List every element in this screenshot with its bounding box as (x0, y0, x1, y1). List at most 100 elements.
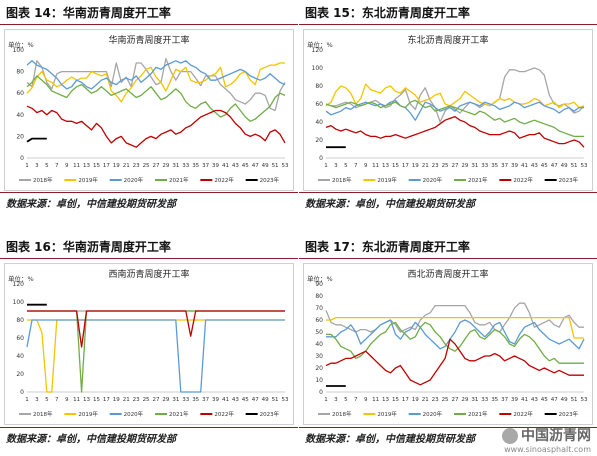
y-tick-label: 90 (315, 281, 323, 288)
x-tick-label: 35 (491, 397, 498, 403)
x-tick-label: 13 (83, 163, 90, 169)
x-tick-label: 35 (192, 397, 199, 403)
figure-14-panel: 图表 14：华南沥青周度开工率 华南沥青周度开工率 单位：% 0 20 40 60 80 10… (0, 4, 298, 216)
x-tick-label: 23 (133, 397, 140, 403)
x-tick-label: 21 (422, 163, 429, 169)
x-tick-label: 25 (442, 397, 449, 403)
x-tick-label: 3 (35, 163, 39, 169)
figure-title: 图表 14：华南沥青周度开工率 (6, 6, 171, 20)
x-tick-label: 15 (93, 397, 100, 403)
x-tick-label: 11 (73, 397, 80, 403)
chart-area: 东北沥青周度开工率 单位：% 0 20 40 60 80 100 120 1 3 5 7 9 11 13 15 1… (303, 29, 593, 191)
source-rule (0, 192, 298, 193)
legend-label: 2022年 (214, 410, 234, 418)
series-line-2019年 (326, 316, 584, 339)
figure-title: 图表 15：东北沥青周度开工率 (305, 6, 470, 20)
x-tick-label: 49 (262, 397, 269, 403)
x-tick-label: 53 (282, 163, 289, 169)
x-tick-label: 33 (182, 163, 189, 169)
figure-title: 图表 17：东北沥青周度开工率 (305, 240, 470, 254)
series-line-2019年 (325, 83, 585, 109)
legend-label: 2020年 (124, 410, 144, 418)
figure-17-panel: 图表 17：东北沥青周度开工率 西北沥青周度开工率 单位：% 0 10 20 30 40 50… (299, 238, 597, 456)
x-tick-label: 7 (354, 397, 358, 403)
x-tick-label: 41 (521, 397, 528, 403)
x-tick-label: 45 (541, 397, 548, 403)
series-line-2021年 (325, 99, 584, 138)
x-tick-label: 51 (571, 397, 578, 403)
figure-16-panel: 图表 16：华南沥青周度开工率 西南沥青周度开工率 单位：% 0 20 40 60 80 10… (0, 238, 298, 456)
legend-label: 2023年 (260, 410, 280, 418)
y-tick-label: 0 (20, 155, 24, 162)
legend-label: 2021年 (169, 410, 189, 418)
x-tick-label: 5 (45, 397, 49, 403)
chart-title: 西北沥青周度开工率 (407, 268, 488, 280)
watermark-name: 中国沥青网 (521, 428, 591, 444)
x-tick-label: 11 (73, 163, 80, 169)
x-tick-label: 35 (192, 163, 199, 169)
series-line-2022年 (26, 105, 286, 148)
x-tick-label: 31 (172, 397, 179, 403)
x-tick-label: 13 (83, 397, 90, 403)
legend-label: 2020年 (423, 176, 443, 184)
x-tick-label: 7 (55, 397, 59, 403)
x-tick-label: 43 (531, 163, 538, 169)
legend-label: 2022年 (513, 410, 533, 418)
x-tick-label: 53 (282, 397, 289, 403)
series-line-2020年 (26, 319, 285, 393)
x-tick-label: 39 (511, 163, 518, 169)
series-line-2023年 (26, 137, 47, 143)
x-tick-label: 7 (55, 163, 59, 169)
legend-label: 2023年 (559, 410, 579, 418)
legend-label: 2019年 (78, 176, 98, 184)
x-tick-label: 9 (65, 397, 69, 403)
y-tick-label: 40 (315, 341, 323, 348)
y-tick-label: 50 (315, 329, 323, 336)
legend-label: 2021年 (468, 176, 488, 184)
x-tick-label: 41 (222, 397, 229, 403)
x-tick-label: 29 (461, 397, 468, 403)
y-tick-label: 80 (16, 317, 24, 324)
x-tick-label: 27 (452, 397, 459, 403)
legend-label: 2019年 (377, 410, 397, 418)
x-tick-label: 23 (432, 397, 439, 403)
chart-area: 西南沥青周度开工率 单位：% 0 20 40 60 80 100 120 1 3 5 7 9 11 13 15 1… (4, 263, 294, 425)
x-tick-label: 17 (103, 397, 110, 403)
x-tick-label: 47 (252, 397, 259, 403)
series-line-2019年 (27, 319, 285, 393)
x-tick-label: 33 (481, 163, 488, 169)
unit-label: 单位：% (307, 40, 333, 49)
y-tick-label: 20 (315, 137, 323, 144)
x-tick-label: 45 (541, 163, 548, 169)
x-tick-label: 5 (344, 397, 348, 403)
figure-title: 图表 16：华南沥青周度开工率 (6, 240, 171, 254)
x-tick-label: 5 (45, 163, 49, 169)
source-rule (299, 192, 597, 193)
legend-label: 2020年 (423, 410, 443, 418)
x-tick-label: 29 (162, 163, 169, 169)
x-tick-label: 49 (561, 397, 568, 403)
y-tick-label: 0 (319, 389, 323, 396)
series-line-2018年 (325, 302, 584, 333)
x-tick-label: 29 (461, 163, 468, 169)
x-tick-label: 15 (392, 163, 399, 169)
x-tick-label: 19 (412, 397, 419, 403)
series-line-2018年 (26, 57, 286, 112)
unit-label: 单位：% (8, 40, 34, 49)
y-tick-label: 60 (16, 90, 24, 97)
data-source: 数据来源：卓创，中信建投期货研发部 (6, 434, 176, 445)
y-tick-label: 80 (16, 69, 24, 76)
chart-area: 华南沥青周度开工率 单位：% 0 20 40 60 80 100 1 3 5 7 9 11 13 15 17 19… (4, 29, 294, 191)
x-tick-label: 53 (581, 163, 588, 169)
y-tick-label: 20 (16, 371, 24, 378)
x-tick-label: 43 (531, 397, 538, 403)
series-line-2021年 (27, 310, 285, 393)
legend-label: 2018年 (332, 176, 352, 184)
x-tick-label: 39 (212, 163, 219, 169)
x-tick-label: 31 (471, 163, 478, 169)
x-tick-label: 17 (402, 163, 409, 169)
